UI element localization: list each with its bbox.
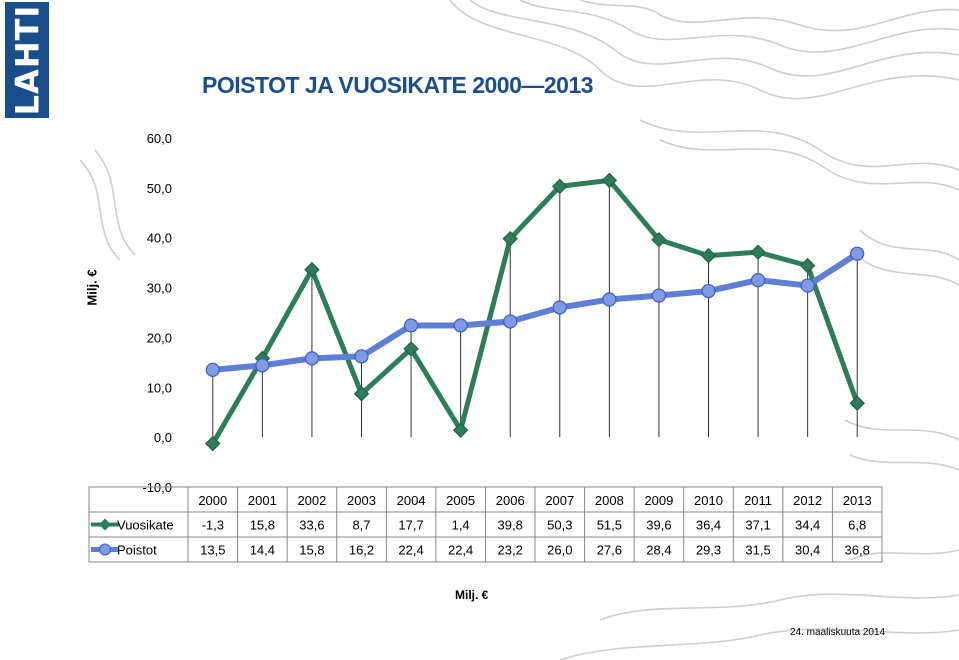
date-footer: 24. maaliskuuta 2014 xyxy=(790,627,886,638)
y-tick-label: 50,0 xyxy=(147,181,172,196)
x-tick-label: 2001 xyxy=(248,493,277,508)
table-value: 13,5 xyxy=(200,543,225,558)
x-axis-label: Milj. € xyxy=(455,588,489,602)
page-title: POISTOT JA VUOSIKATE 2000—2013 xyxy=(202,72,594,98)
table-value: 8,7 xyxy=(352,518,370,533)
x-tick-label: 2009 xyxy=(644,493,673,508)
table-value: 22,4 xyxy=(448,543,473,558)
vuosikate-point xyxy=(750,244,766,260)
poistot-point xyxy=(403,318,419,333)
table-value: 15,8 xyxy=(250,518,275,533)
table-value: 36,8 xyxy=(845,543,870,558)
series-line-poistot xyxy=(209,250,861,373)
vuosikate-point xyxy=(552,178,568,195)
table-value: -1,3 xyxy=(202,518,224,533)
y-tick-label: 30,0 xyxy=(147,281,172,296)
x-tick-label: 2010 xyxy=(694,493,723,508)
poistot-point xyxy=(503,314,518,329)
vuosikate-point xyxy=(502,231,518,247)
table-value: 50,3 xyxy=(547,518,572,533)
y-tick-label: 20,0 xyxy=(147,330,172,345)
x-tick-label: 2008 xyxy=(595,493,624,508)
poistot-point xyxy=(354,349,369,364)
vuosikate-point xyxy=(651,232,667,248)
vuosikate-point xyxy=(403,341,419,357)
poistot-point xyxy=(850,246,865,261)
poistot-point xyxy=(750,272,766,288)
poistot-point xyxy=(701,283,716,299)
x-tick-label: 2000 xyxy=(198,493,227,508)
series-line-vuosikate xyxy=(210,177,860,447)
lahti-logo: LAHTI xyxy=(5,2,49,118)
vuosikate-point xyxy=(452,422,469,438)
table-value: 28,4 xyxy=(646,543,671,558)
vuosikate-point xyxy=(353,386,370,402)
vuosikate-point xyxy=(849,395,865,411)
legend-key-marker xyxy=(99,518,111,531)
table-value: 26,0 xyxy=(547,543,572,558)
poistot-point xyxy=(800,278,815,293)
vuosikate-point xyxy=(205,435,221,452)
poistot-point xyxy=(552,300,567,315)
x-tick-label: 2012 xyxy=(793,493,822,508)
table-value: 15,8 xyxy=(299,543,324,558)
legend-label: Poistot xyxy=(117,543,157,558)
vuosikate-point xyxy=(601,172,618,189)
y-tick-label: 0,0 xyxy=(154,430,172,445)
table-value: 1,4 xyxy=(452,518,470,533)
poistot-point xyxy=(255,358,270,373)
legend-key-marker xyxy=(99,543,111,556)
y-tick-label: 40,0 xyxy=(147,231,172,246)
table-value: 16,2 xyxy=(349,543,374,558)
table-value: 6,8 xyxy=(848,518,866,533)
y-tick-label: 10,0 xyxy=(147,380,172,395)
table-value: 36,4 xyxy=(696,518,721,533)
vuosikate-point xyxy=(700,247,717,264)
x-tick-label: 2004 xyxy=(397,493,426,508)
x-tick-label: 2006 xyxy=(496,493,525,508)
table-value: 39,8 xyxy=(498,518,523,533)
x-tick-label: 2002 xyxy=(297,493,326,508)
y-tick-label: 60,0 xyxy=(147,131,172,146)
table-value: 51,5 xyxy=(597,518,622,533)
vuosikate-point xyxy=(799,257,816,274)
table-value: 30,4 xyxy=(795,543,820,558)
table-value: 39,6 xyxy=(646,518,671,533)
poistot-point xyxy=(205,362,220,377)
table-value: 31,5 xyxy=(745,543,770,558)
x-tick-label: 2003 xyxy=(347,493,376,508)
table-value: 22,4 xyxy=(398,543,423,558)
poistot-point xyxy=(651,288,667,303)
x-tick-label: 2007 xyxy=(545,493,574,508)
legend-label: Vuosikate xyxy=(117,518,174,533)
table-value: 34,4 xyxy=(795,518,820,533)
x-tick-label: 2013 xyxy=(843,493,872,508)
x-tick-label: 2011 xyxy=(744,493,772,508)
vuosikate-point xyxy=(304,261,320,278)
table-value: 27,6 xyxy=(597,543,622,558)
table-value: 17,7 xyxy=(398,518,423,533)
poistot-point xyxy=(453,318,468,333)
table-value: 29,3 xyxy=(696,543,721,558)
x-tick-label: 2005 xyxy=(446,493,475,508)
poistot-point xyxy=(304,351,320,366)
table-value: 23,2 xyxy=(498,543,523,558)
poistot-point xyxy=(602,292,617,307)
table-value: 37,1 xyxy=(745,518,770,533)
table-value: 14,4 xyxy=(250,543,275,558)
table-value: 33,6 xyxy=(299,518,324,533)
